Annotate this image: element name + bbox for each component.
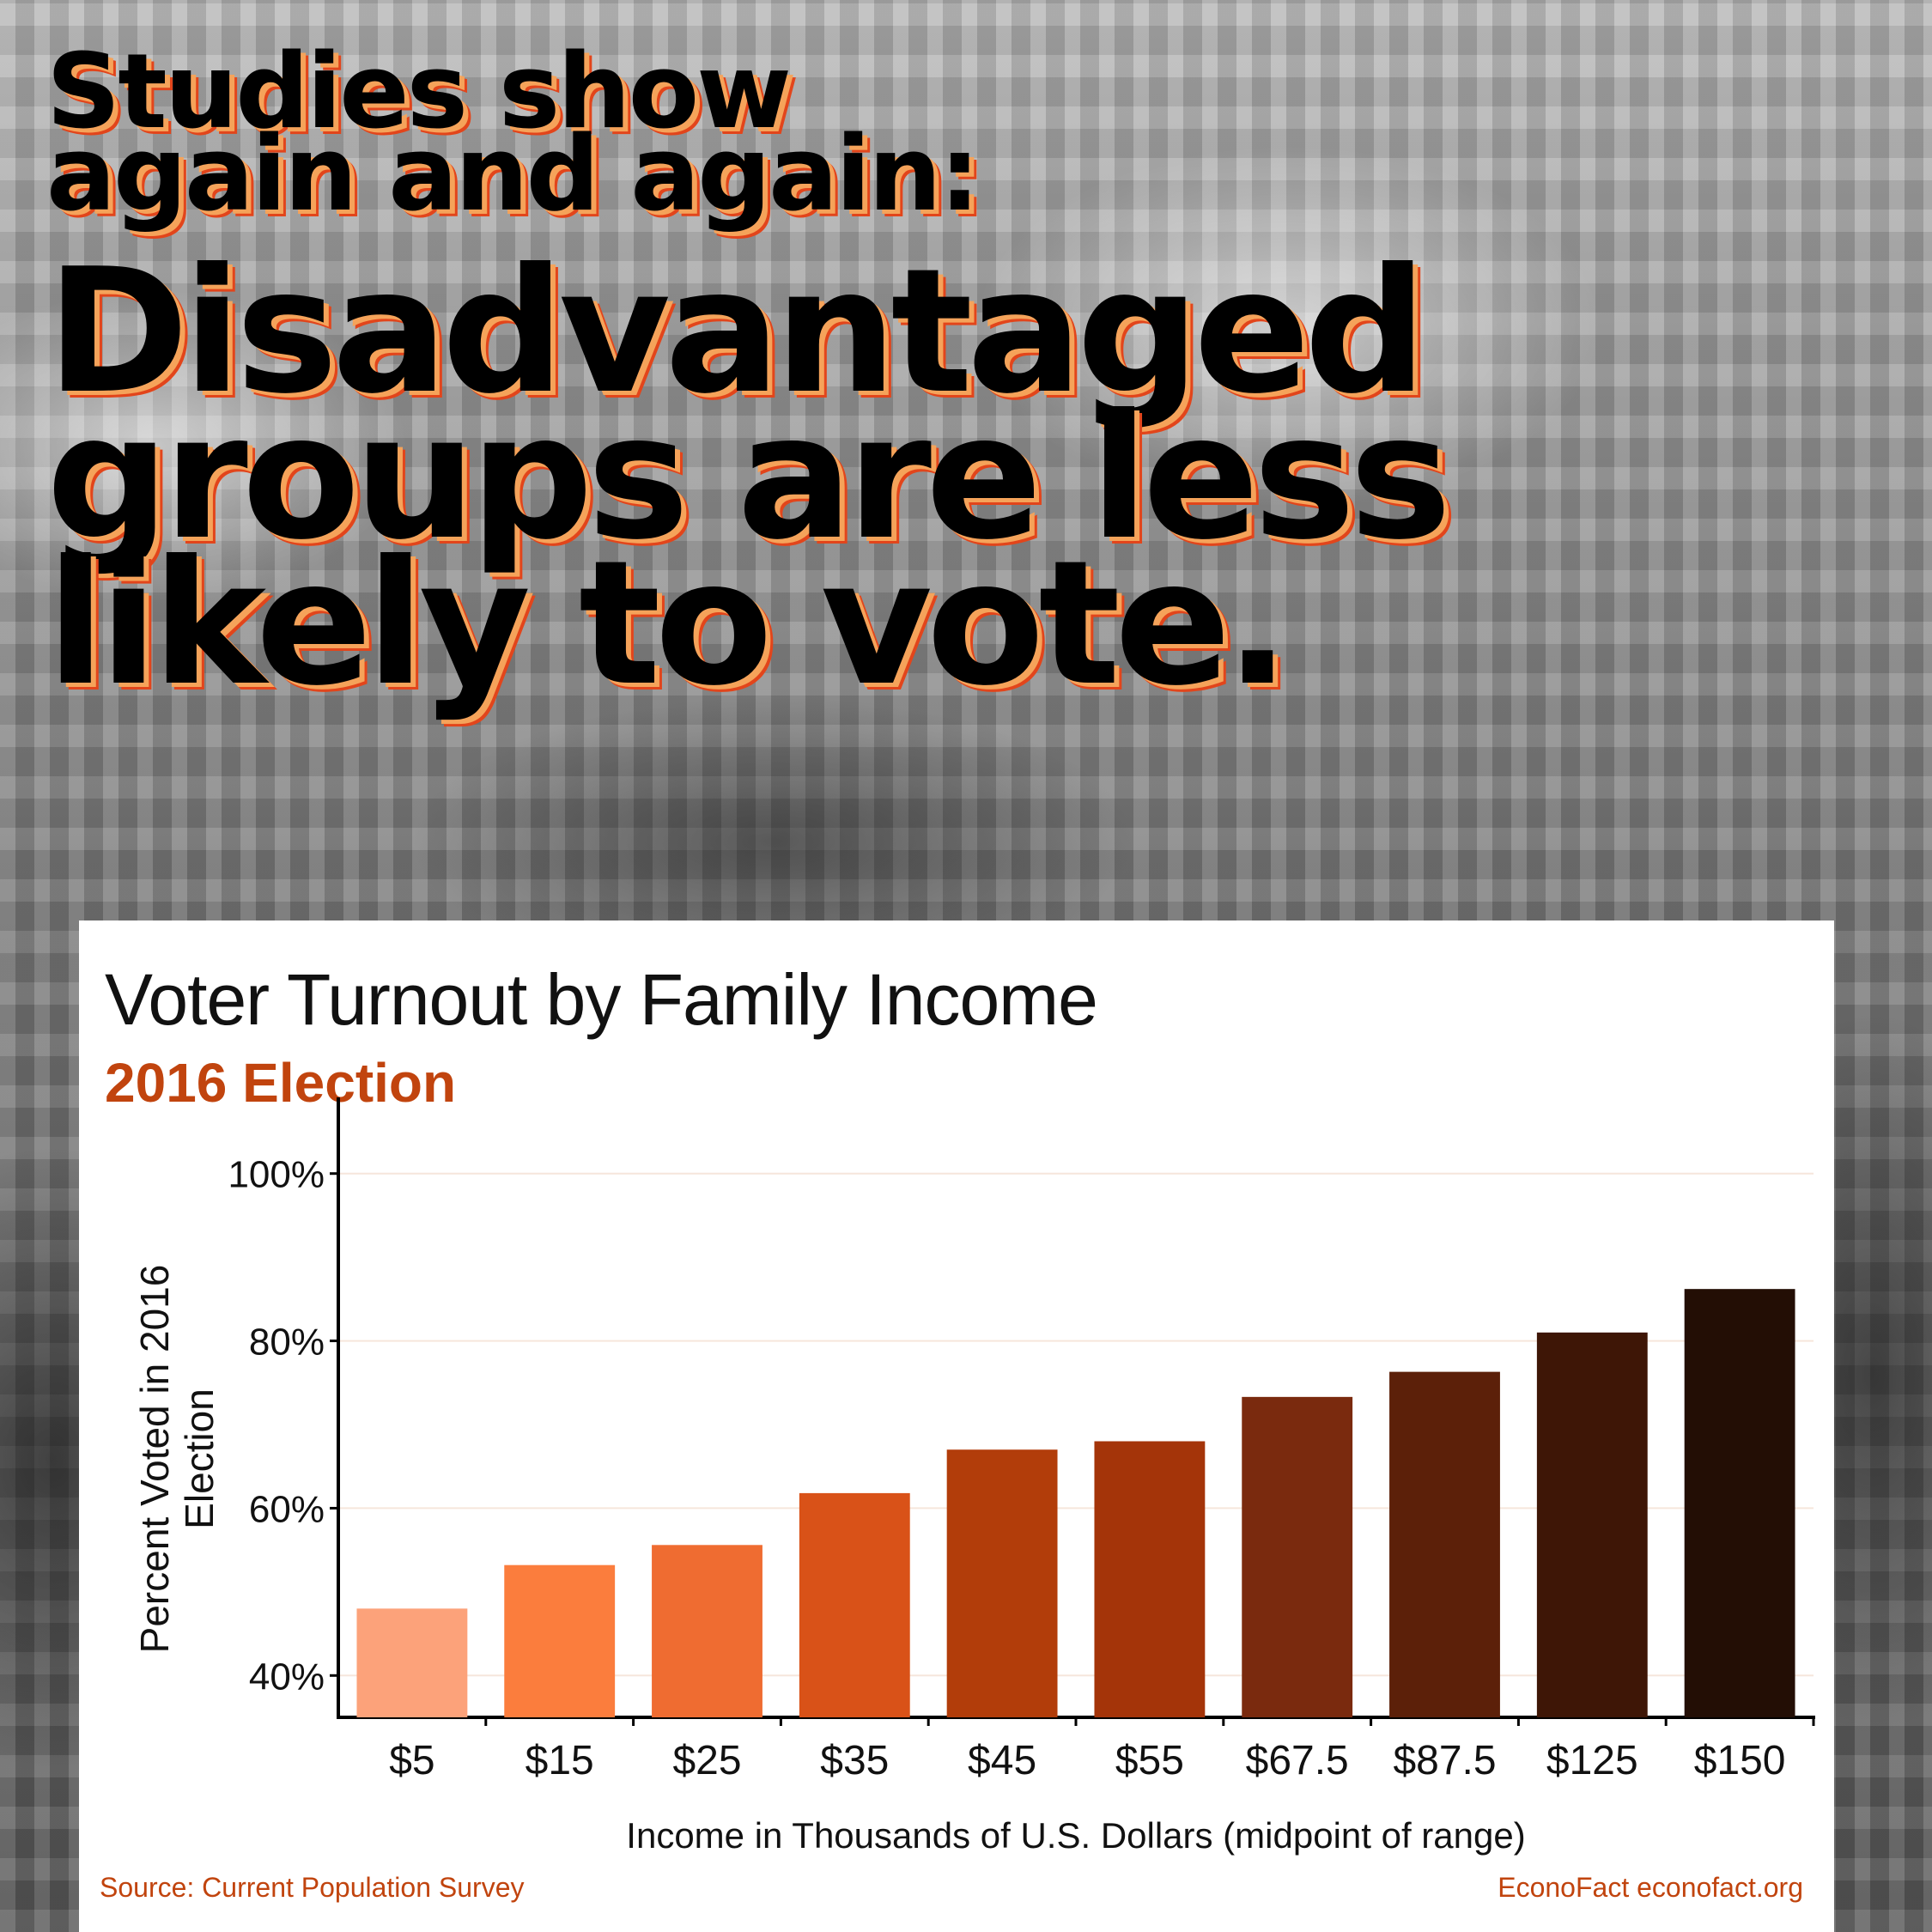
x-tick-label: $45 [968,1738,1036,1783]
bar [1684,1289,1795,1717]
headline-line-2: again and again: [46,115,981,234]
bar [1242,1396,1353,1717]
x-tick-label: $15 [526,1738,594,1783]
bar [946,1449,1058,1717]
x-tick-label: $5 [389,1738,434,1783]
y-axis-title-line: Percent Voted in 2016 [132,1265,177,1654]
headline-line-1: Studies show [46,33,792,152]
y-tick-label: 40% [249,1656,325,1698]
y-tick-label: 100% [228,1154,325,1196]
headline-line-3: Disadvantaged [46,232,1427,432]
brand-credit: EconoFact econofact.org [1498,1872,1803,1903]
x-tick-label: $125 [1546,1738,1638,1783]
y-axis-title-line: Election [177,1388,222,1529]
x-axis-title: Income in Thousands of U.S. Dollars (mid… [626,1815,1525,1856]
headline-line-5: likely to vote. [46,524,1291,724]
y-tick-label: 60% [249,1488,325,1530]
chart-title: Voter Turnout by Family Income [105,959,1098,1040]
bar-chart: 40% 60% 80% 100% $5 $15 $25 $35 $45 $55 $67.5 $87.5… [132,1097,1815,1856]
x-tick-label: $55 [1115,1738,1184,1783]
x-tick-label: $25 [672,1738,741,1783]
chart-subtitle: 2016 Election [105,1052,457,1114]
y-axis-title: Percent Voted in 2016Election [132,1265,222,1654]
x-tick-label: $67.5 [1246,1738,1349,1783]
x-tick-label: $150 [1694,1738,1786,1783]
headline: Studies show again and again: Disadvanta… [46,33,1452,724]
bar [1389,1371,1500,1717]
bar [1094,1441,1206,1717]
bar [652,1545,762,1717]
bar [1536,1332,1648,1717]
bar [799,1492,910,1717]
bar [504,1564,616,1717]
bar [356,1608,468,1717]
chart-card: Voter Turnout by Family Income 2016 Elec… [79,920,1834,1932]
source-note: Source: Current Population Survey [100,1872,525,1903]
y-tick-label: 80% [249,1321,325,1364]
x-tick-label: $87.5 [1393,1738,1496,1783]
headline-line-4: groups are less [46,378,1452,578]
x-tick-label: $35 [820,1738,889,1783]
